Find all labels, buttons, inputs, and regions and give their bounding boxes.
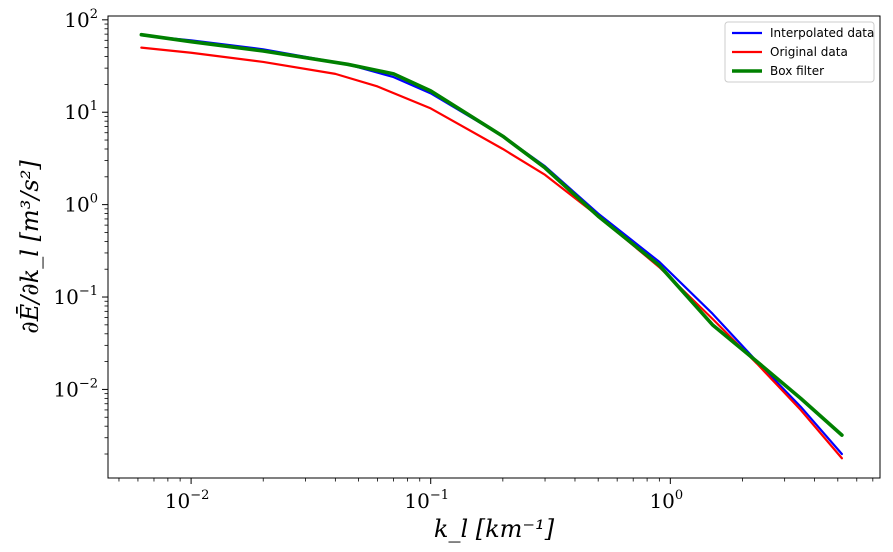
legend-box	[724, 21, 875, 83]
y-tick-label: 102	[64, 7, 98, 32]
legend-label-1: Original data	[770, 45, 848, 59]
y-tick-label: 10−2	[53, 376, 98, 401]
series-line-1	[140, 46, 843, 460]
y-tick-label: 100	[64, 192, 98, 217]
x-tick-label: 10−1	[404, 488, 449, 513]
x-tick-label: 100	[649, 488, 683, 513]
y-tick-label: 101	[64, 99, 98, 124]
y-axis: 10−2 10−1 100 101 102	[53, 7, 108, 455]
series-line-0	[140, 34, 843, 456]
x-axis: 10−2 10−1 100	[118, 478, 874, 513]
x-tick-label: 10−2	[165, 488, 210, 513]
plot-area	[107, 15, 881, 479]
y-tick-label: 10−1	[53, 284, 98, 309]
legend-label-2: Box filter	[770, 64, 824, 78]
series-line-2	[139, 32, 844, 437]
y-axis-label: ∂Ē/∂k_l [m³/s²]	[16, 160, 44, 334]
legend-label-0: Interpolated data	[770, 26, 874, 40]
legend: Interpolated data Original data Box filter	[724, 21, 875, 83]
series-layer	[139, 32, 844, 460]
x-axis-label: k_l [km⁻¹]	[434, 515, 555, 543]
